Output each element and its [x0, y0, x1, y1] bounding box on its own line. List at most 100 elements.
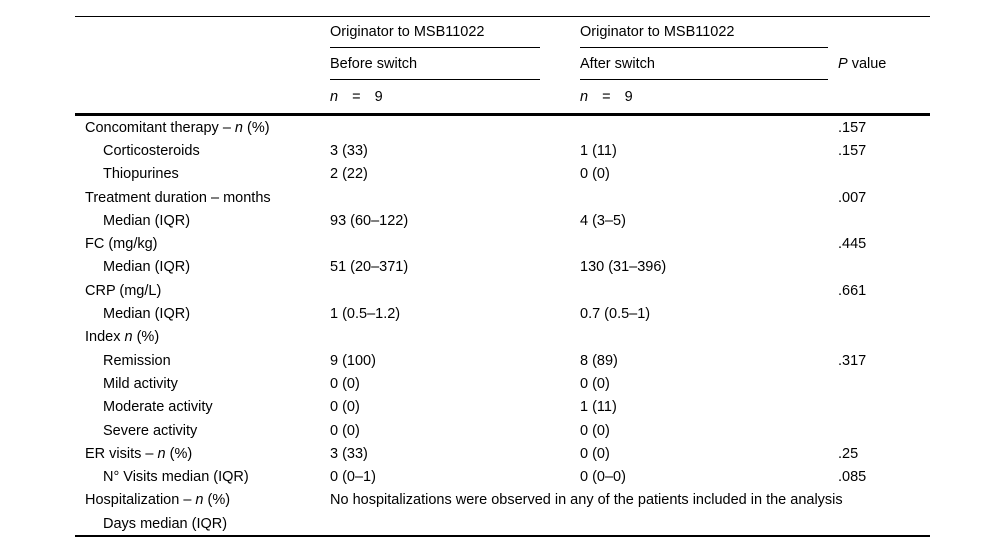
cell-before: 51 (20–371): [330, 259, 409, 276]
cell-after: 0 (0): [580, 445, 610, 462]
group-header-row: Originator to MSB11022 Originator to MSB…: [75, 17, 930, 49]
cell-pvalue: .007: [838, 189, 867, 206]
n-count-pvalue-spacer: [838, 80, 930, 116]
row-label: Median (IQR): [103, 306, 191, 323]
table-row: Hospitalization – n (%) No hospitalizati…: [75, 489, 930, 512]
cell-pvalue: [838, 209, 930, 232]
cell-after: 0.7 (0.5–1): [580, 306, 651, 323]
cell-after: [580, 326, 838, 349]
cell-pvalue: .085: [838, 469, 867, 486]
table-row: FC (mg/kg) .445: [75, 232, 930, 255]
cell-before: [330, 279, 580, 302]
sub-header-after-label: After switch: [580, 56, 828, 80]
table-body: Concomitant therapy – n (%) .157 Cortico…: [75, 115, 930, 537]
n-count-before-label: n = 9: [330, 89, 383, 105]
row-label: Moderate activity: [103, 399, 213, 416]
row-label: Hospitalization – n (%): [85, 492, 231, 509]
cell-pvalue: [838, 302, 930, 325]
row-label: Index n (%): [85, 329, 160, 346]
sub-header-pvalue-label: P value: [838, 56, 887, 72]
group-header-spacer: [75, 17, 330, 49]
row-label: N° Visits median (IQR): [103, 469, 249, 486]
group-header-pvalue-spacer: [838, 17, 930, 49]
cell-pvalue: [838, 163, 930, 186]
cell-after: 1 (11): [580, 142, 617, 159]
cell-pvalue: [838, 372, 930, 395]
cell-before: [330, 186, 580, 209]
row-label: Concomitant therapy – n (%): [85, 119, 270, 136]
cell-pvalue: .157: [838, 142, 867, 159]
table-row: Days median (IQR): [75, 512, 930, 536]
cell-before: 3 (33): [330, 445, 368, 462]
cell-after: [580, 279, 838, 302]
cell-before: 9 (100): [330, 352, 376, 369]
cell-before: 1 (0.5–1.2): [330, 306, 401, 323]
sub-header-after: After switch: [580, 48, 838, 80]
group-header-before-label: Originator to MSB11022: [330, 24, 540, 48]
cell-after: 1 (11): [580, 399, 617, 416]
cell-span-note: No hospitalizations were observed in any…: [330, 492, 843, 509]
row-label: ER visits – n (%): [85, 445, 193, 462]
row-label: Treatment duration – months: [85, 189, 271, 206]
row-label: Corticosteroids: [103, 142, 200, 159]
row-label: Remission: [103, 352, 171, 369]
cell-after: [580, 232, 838, 255]
cell-pvalue: [838, 326, 930, 349]
table-row: CRP (mg/L) .661: [75, 279, 930, 302]
cell-pvalue: [838, 256, 930, 279]
cell-before: 2 (22): [330, 166, 368, 183]
table-row: Median (IQR) 93 (60–122) 4 (3–5): [75, 209, 930, 232]
cell-after: 0 (0): [580, 375, 610, 392]
cell-after: [580, 115, 838, 140]
stats-table: Originator to MSB11022 Originator to MSB…: [75, 16, 930, 538]
cell-after: 130 (31–396): [580, 259, 667, 276]
n-count-spacer: [75, 80, 330, 116]
table-row: Mild activity 0 (0) 0 (0): [75, 372, 930, 395]
cell-pvalue: .445: [838, 236, 867, 253]
cell-after: 8 (89): [580, 352, 618, 369]
table-row: Median (IQR) 1 (0.5–1.2) 0.7 (0.5–1): [75, 302, 930, 325]
row-label: Days median (IQR): [103, 515, 228, 532]
table-row: Thiopurines 2 (22) 0 (0): [75, 163, 930, 186]
n-count-row: n = 9 n = 9: [75, 80, 930, 116]
cell-before: 0 (0): [330, 399, 360, 416]
row-label: Median (IQR): [103, 212, 191, 229]
sub-header-before: Before switch: [330, 48, 580, 80]
table-row: ER visits – n (%) 3 (33) 0 (0) .25: [75, 442, 930, 465]
cell-after: [580, 186, 838, 209]
table-row: Severe activity 0 (0) 0 (0): [75, 419, 930, 442]
cell-before: [330, 232, 580, 255]
cell-pvalue: .25: [838, 445, 859, 462]
n-count-before: n = 9: [330, 80, 580, 116]
cell-pvalue: .661: [838, 282, 867, 299]
cell-before: [330, 512, 580, 536]
table-row: N° Visits median (IQR) 0 (0–1) 0 (0–0) .…: [75, 465, 930, 488]
sub-header-row: Before switch After switch P value: [75, 48, 930, 80]
table-row: Moderate activity 0 (0) 1 (11): [75, 396, 930, 419]
table-row: Remission 9 (100) 8 (89) .317: [75, 349, 930, 372]
cell-pvalue: .157: [838, 119, 867, 136]
sub-header-spacer: [75, 48, 330, 80]
cell-pvalue: [838, 396, 930, 419]
table-row: Concomitant therapy – n (%) .157: [75, 115, 930, 140]
sub-header-pvalue: P value: [838, 48, 930, 80]
cell-after: 0 (0): [580, 166, 610, 183]
row-label: Thiopurines: [103, 166, 179, 183]
cell-after: 0 (0): [580, 422, 610, 439]
cell-pvalue: [838, 419, 930, 442]
table-row: Corticosteroids 3 (33) 1 (11) .157: [75, 139, 930, 162]
row-label: Median (IQR): [103, 259, 191, 276]
row-label: Severe activity: [103, 422, 198, 439]
cell-before: 0 (0): [330, 422, 360, 439]
n-count-after-label: n = 9: [580, 89, 633, 105]
sub-header-before-label: Before switch: [330, 56, 540, 80]
row-label: CRP (mg/L): [85, 282, 162, 299]
cell-before: [330, 115, 580, 140]
group-header-after-label: Originator to MSB11022: [580, 24, 828, 48]
cell-after: [580, 512, 838, 536]
n-count-after: n = 9: [580, 80, 838, 116]
cell-pvalue: .317: [838, 352, 867, 369]
cell-after: 0 (0–0): [580, 469, 626, 486]
table-row: Median (IQR) 51 (20–371) 130 (31–396): [75, 256, 930, 279]
